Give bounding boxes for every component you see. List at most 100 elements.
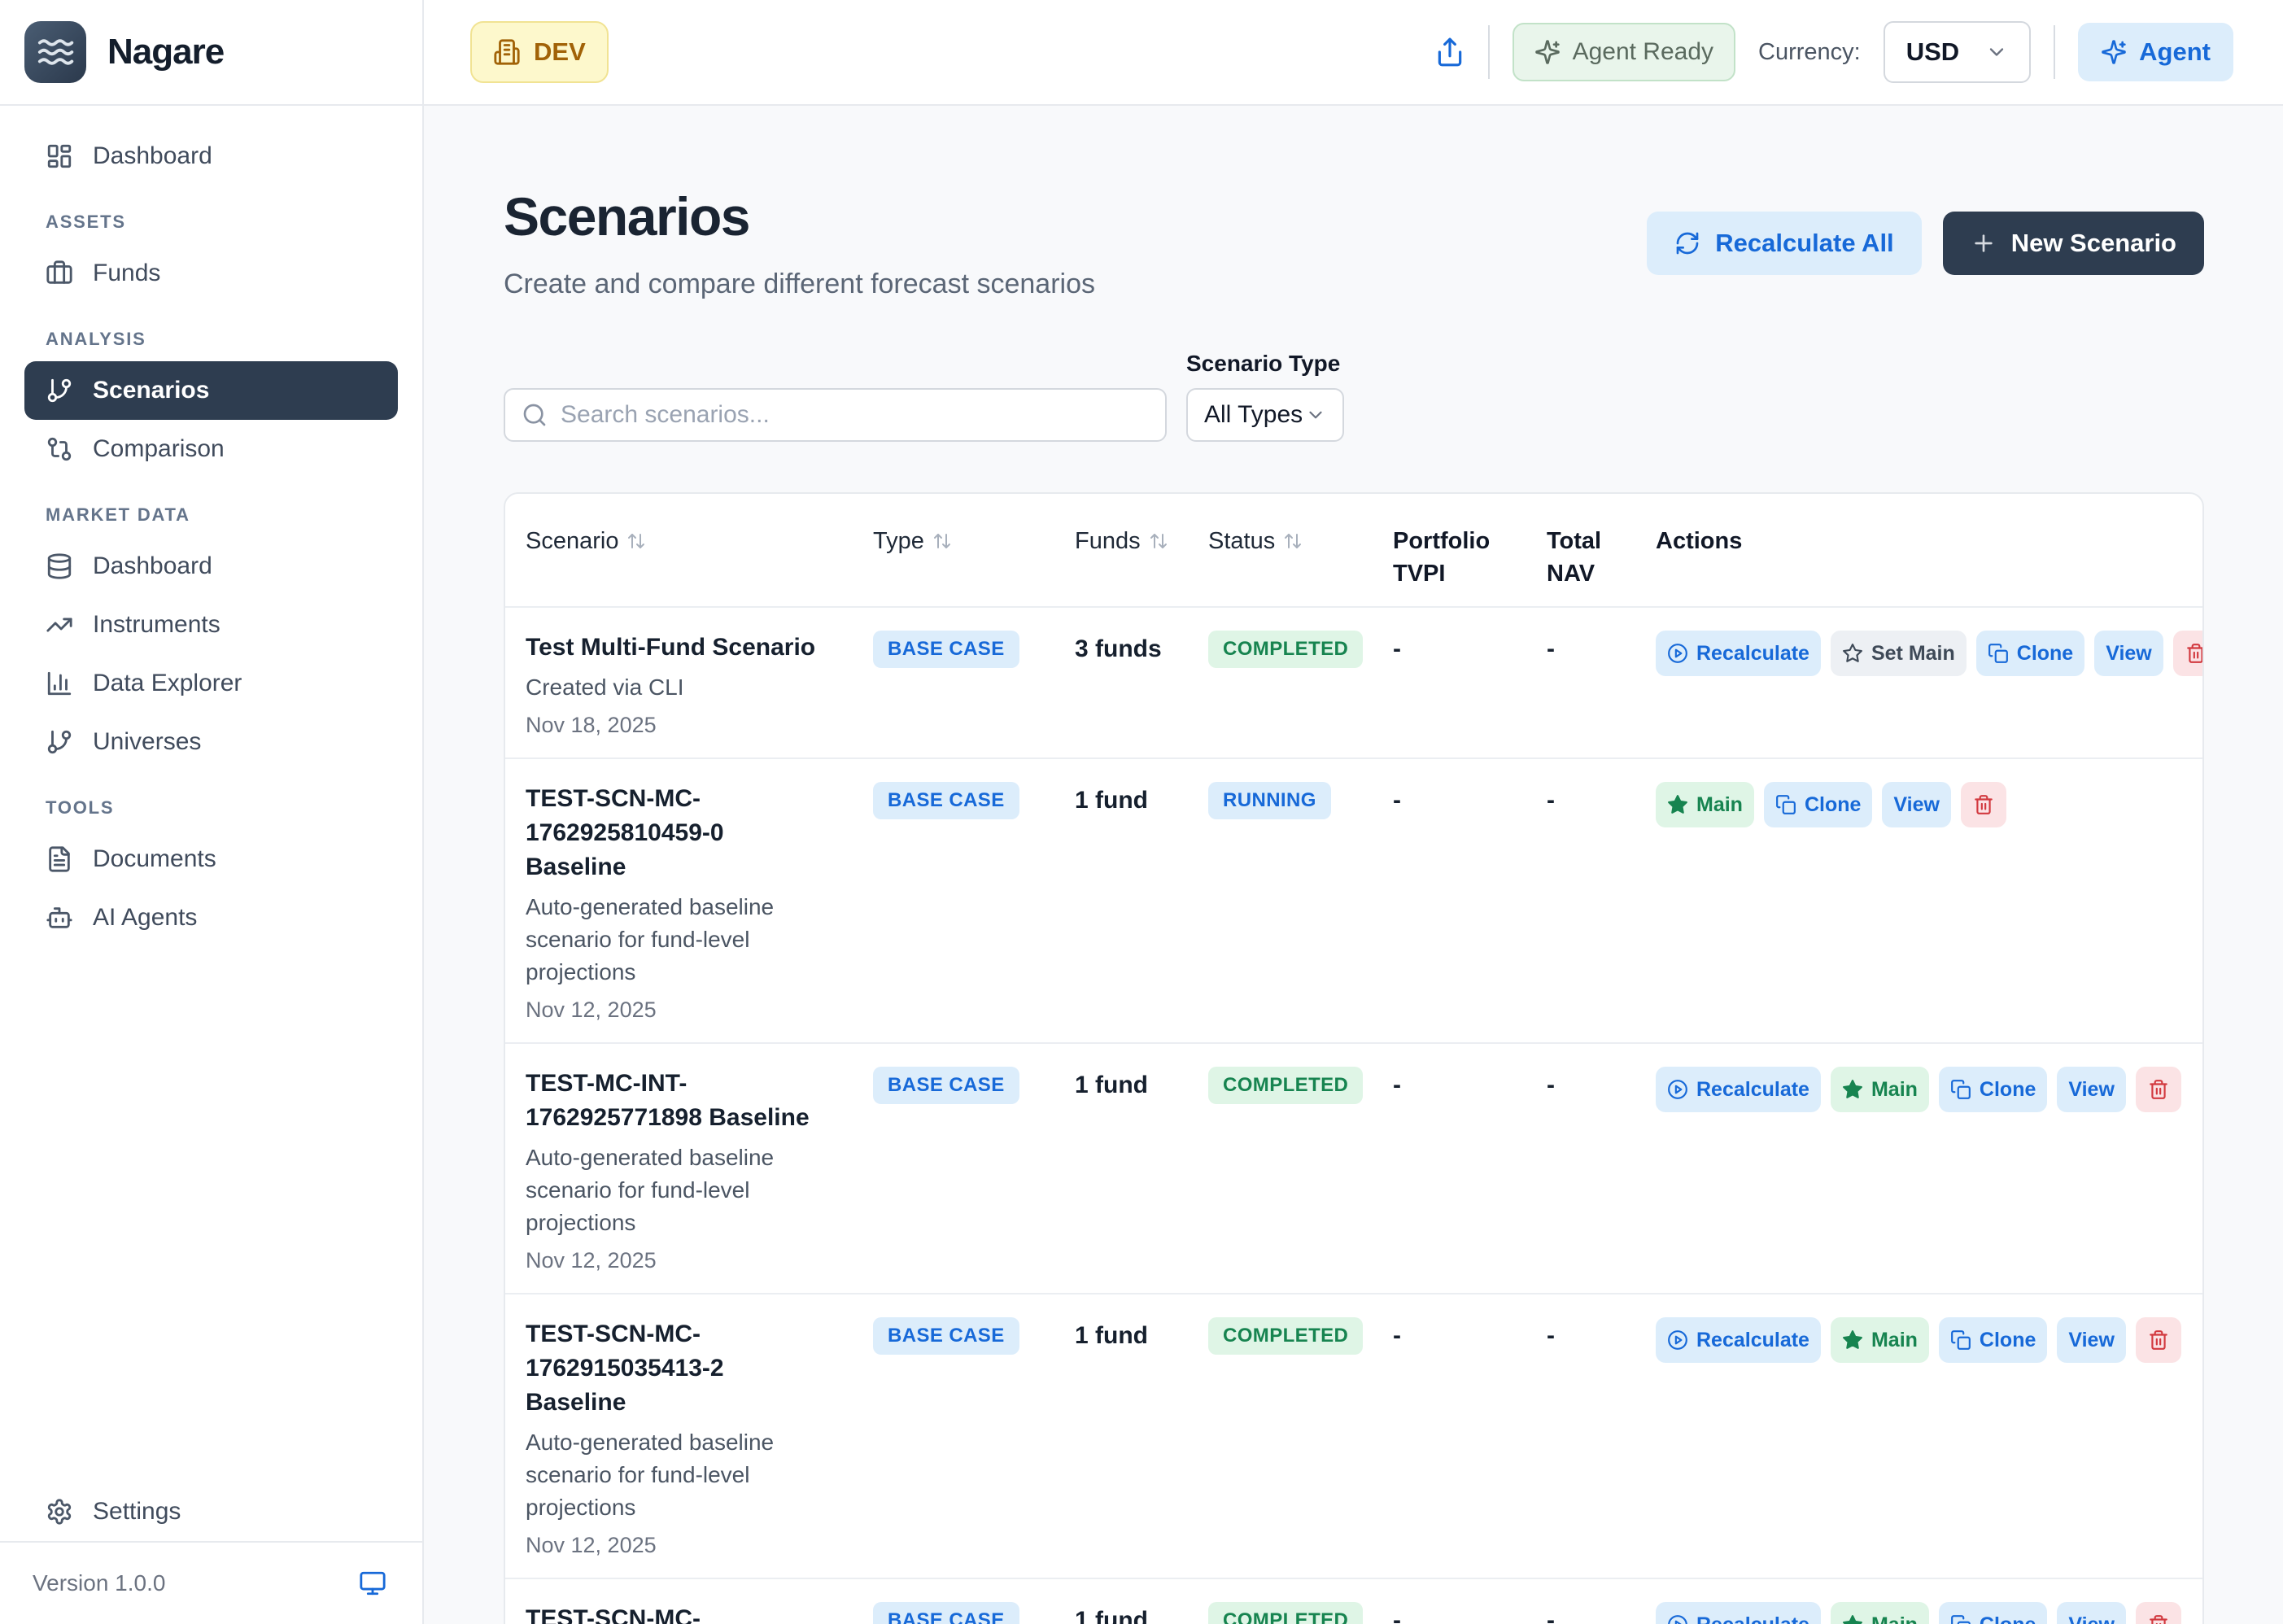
divider [1488, 25, 1490, 79]
copy-icon [1988, 643, 2009, 664]
chevron-down-icon [1305, 404, 1326, 426]
portfolio-tvpi-cell: - [1393, 631, 1547, 738]
status-badge: COMPLETED [1208, 1317, 1363, 1355]
clone-button[interactable]: Clone [1939, 1317, 2047, 1363]
sidebar-item-scenarios[interactable]: Scenarios [24, 361, 398, 420]
clone-button[interactable]: Clone [1939, 1067, 2047, 1112]
view-button[interactable]: View [2094, 631, 2163, 676]
scenario-description: Auto-generated baseline scenario for fun… [526, 891, 821, 989]
recalculate-all-label: Recalculate All [1715, 229, 1893, 258]
sidebar-item-data-explorer[interactable]: Data Explorer [24, 654, 398, 713]
scenario-date: Nov 12, 2025 [526, 997, 821, 1023]
currency-select[interactable]: USD [1884, 21, 2031, 83]
funds-cell: 1 fund [1075, 1067, 1208, 1273]
clone-button[interactable]: Clone [1976, 631, 2084, 676]
sidebar-item-instruments[interactable]: Instruments [24, 596, 398, 654]
delete-button[interactable] [2136, 1317, 2181, 1363]
set-main-button[interactable]: Set Main [1831, 631, 1967, 676]
column-header-label: Type [873, 525, 924, 557]
scenario-name: TEST-SCN-MC-1762925810459-0 Baseline [526, 782, 821, 884]
view-button[interactable]: View [2057, 1602, 2126, 1624]
scenario-cell: TEST-SCN-MC-1762925810459-0 BaselineAuto… [526, 782, 873, 1023]
agent-button[interactable]: Agent [2078, 23, 2233, 81]
search-input[interactable] [561, 401, 1149, 429]
view-button[interactable]: View [1882, 782, 1951, 827]
sidebar-item-dashboard[interactable]: Dashboard [24, 127, 398, 186]
sidebar-item-funds[interactable]: Funds [24, 244, 398, 303]
column-header-funds[interactable]: Funds [1075, 525, 1208, 590]
delete-button[interactable] [2136, 1067, 2181, 1112]
table-row: Test Multi-Fund ScenarioCreated via CLIN… [505, 606, 2202, 757]
column-header-status[interactable]: Status [1208, 525, 1393, 590]
sidebar-item-dashboard[interactable]: Dashboard [24, 537, 398, 596]
clone-button[interactable]: Clone [1939, 1602, 2047, 1624]
sidebar-item-comparison[interactable]: Comparison [24, 420, 398, 478]
actions-cell: RecalculateMainCloneView [1656, 1317, 2202, 1558]
dev-env-label: DEV [534, 37, 586, 67]
view-button[interactable]: View [2057, 1067, 2126, 1112]
table-header-row: ScenarioTypeFundsStatusPortfolio TVPITot… [505, 494, 2202, 606]
sidebar: Nagare DashboardASSETSFundsANALYSISScena… [0, 0, 424, 1624]
sidebar-item-label: Data Explorer [93, 670, 242, 697]
action-label: View [2068, 1329, 2115, 1352]
search-icon [522, 402, 548, 428]
page-title: Scenarios [504, 186, 1095, 247]
recalculate-button[interactable]: Recalculate [1656, 1067, 1821, 1112]
scenario-name: Test Multi-Fund Scenario [526, 631, 821, 665]
sidebar-item-settings[interactable]: Settings [24, 1482, 398, 1541]
action-label: Main [1871, 1078, 1918, 1102]
trash-icon [1973, 794, 1994, 815]
scenario-cell: TEST-SCN-MC-1762915029669-1 BaselineAuto… [526, 1602, 873, 1624]
sidebar-item-ai-agents[interactable]: AI Agents [24, 888, 398, 947]
recalculate-button[interactable]: Recalculate [1656, 631, 1821, 676]
column-header-scenario[interactable]: Scenario [526, 525, 873, 590]
delete-button[interactable] [2173, 631, 2202, 676]
main-badge: Main [1831, 1067, 1929, 1112]
recalculate-button[interactable]: Recalculate [1656, 1602, 1821, 1624]
column-header-label: Scenario [526, 525, 618, 557]
star-filled-icon [1842, 1079, 1863, 1100]
total-nav-cell: - [1547, 1067, 1656, 1273]
recalculate-button[interactable]: Recalculate [1656, 1317, 1821, 1363]
scenario-type-select[interactable]: All Types [1186, 388, 1344, 442]
status-badge: COMPLETED [1208, 1602, 1363, 1624]
page-subtitle: Create and compare different forecast sc… [504, 268, 1095, 300]
delete-button[interactable] [1961, 782, 2006, 827]
play-circle-icon [1667, 1329, 1688, 1351]
new-scenario-label: New Scenario [2011, 229, 2176, 258]
type-badge: BASE CASE [873, 1067, 1019, 1104]
status-badge: COMPLETED [1208, 631, 1363, 668]
table-row: TEST-SCN-MC-1762915035413-2 BaselineAuto… [505, 1293, 2202, 1578]
scenario-description: Auto-generated baseline scenario for fun… [526, 1142, 821, 1239]
agent-ready-label: Agent Ready [1573, 38, 1713, 66]
gear-icon [46, 1498, 73, 1526]
new-scenario-button[interactable]: New Scenario [1943, 212, 2204, 275]
delete-button[interactable] [2136, 1602, 2181, 1624]
upload-icon[interactable] [1434, 37, 1465, 68]
chevron-down-icon [1985, 41, 2008, 63]
content: Scenarios Create and compare different f… [424, 106, 2283, 1624]
monitor-icon[interactable] [359, 1569, 386, 1597]
recalculate-all-button[interactable]: Recalculate All [1647, 212, 1921, 275]
type-badge: BASE CASE [873, 782, 1019, 819]
view-button[interactable]: View [2057, 1317, 2126, 1363]
copy-icon [1950, 1614, 1971, 1624]
portfolio-tvpi-cell: - [1393, 1067, 1547, 1273]
brand: Nagare [0, 0, 422, 106]
sidebar-item-label: Dashboard [93, 552, 212, 580]
sidebar-item-universes[interactable]: Universes [24, 713, 398, 771]
actions-cell: MainCloneView [1656, 782, 2202, 1023]
sidebar-section-label: MARKET DATA [46, 504, 398, 526]
git-compare-icon [46, 435, 73, 463]
trending-up-icon [46, 611, 73, 639]
copy-icon [1950, 1329, 1971, 1351]
action-label: Main [1871, 1613, 1918, 1624]
copy-icon [1775, 794, 1796, 815]
star-filled-icon [1842, 1329, 1863, 1351]
clone-button[interactable]: Clone [1764, 782, 1872, 827]
column-header-type[interactable]: Type [873, 525, 1075, 590]
sidebar-item-documents[interactable]: Documents [24, 830, 398, 888]
action-label: Clone [1805, 793, 1861, 817]
star-icon [1842, 643, 1863, 664]
scenario-type-value: All Types [1204, 401, 1303, 429]
